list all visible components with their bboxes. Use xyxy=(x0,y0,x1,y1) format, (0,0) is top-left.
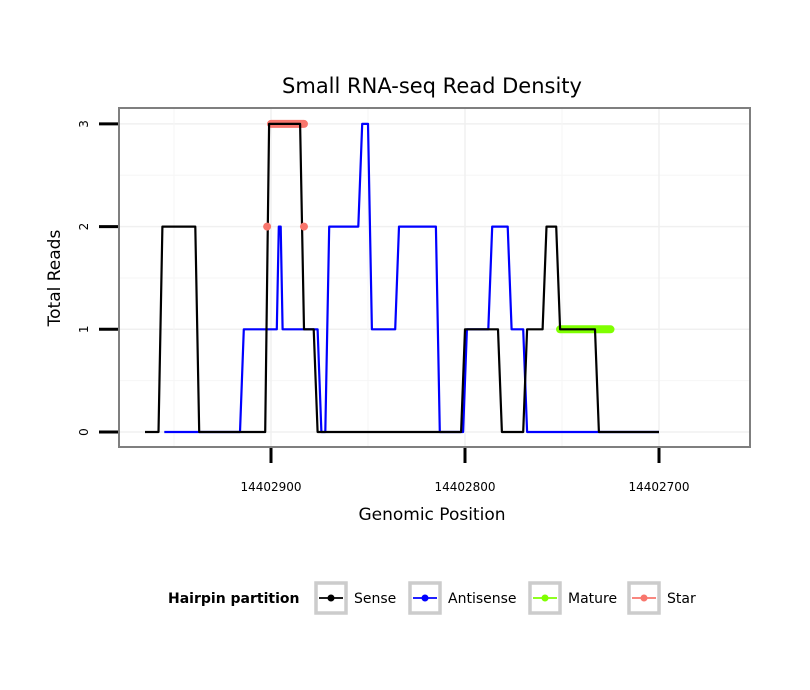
highlight-point-star xyxy=(263,222,272,231)
legend-item-star: Star xyxy=(627,581,696,615)
y-axis: 0 1 2 3 xyxy=(77,120,118,436)
points-layer xyxy=(263,222,308,231)
x-tick-label: 14402900 xyxy=(240,480,301,494)
legend-key-point xyxy=(421,594,429,602)
legend-label: Star xyxy=(667,591,696,607)
x-tick-label: 14402700 xyxy=(628,480,689,494)
legend-key-point xyxy=(640,594,648,602)
y-tick-label: 2 xyxy=(77,223,91,231)
legend-key-point xyxy=(541,594,549,602)
legend-item-antisense: Antisense xyxy=(408,581,517,615)
legend-key-point xyxy=(327,594,335,602)
chart-title: Small RNA-seq Read Density xyxy=(282,74,582,98)
y-tick-label: 3 xyxy=(77,120,91,128)
grid-lines xyxy=(119,108,750,447)
plot-area xyxy=(118,107,751,448)
y-axis-label: Total Reads xyxy=(45,230,65,328)
legend-label: Sense xyxy=(354,591,396,607)
highlight-point-star xyxy=(299,222,308,231)
legend: Hairpin partition Sense Antisense Mature St… xyxy=(168,581,696,615)
legend-title: Hairpin partition xyxy=(168,591,299,607)
x-axis: 14402900 14402800 14402700 xyxy=(240,448,690,494)
legend-item-sense: Sense xyxy=(314,581,396,615)
x-axis-label: Genomic Position xyxy=(358,505,505,525)
legend-item-mature: Mature xyxy=(528,581,617,615)
y-tick-label: 1 xyxy=(77,325,91,333)
legend-items: Sense Antisense Mature Star xyxy=(314,581,696,615)
series-layer xyxy=(145,122,659,434)
y-tick-label: 0 xyxy=(77,428,91,436)
series-line-sense xyxy=(145,122,659,434)
x-tick-label: 14402800 xyxy=(434,480,495,494)
legend-label: Antisense xyxy=(448,591,517,607)
legend-label: Mature xyxy=(568,591,617,607)
plot-border xyxy=(118,107,751,448)
